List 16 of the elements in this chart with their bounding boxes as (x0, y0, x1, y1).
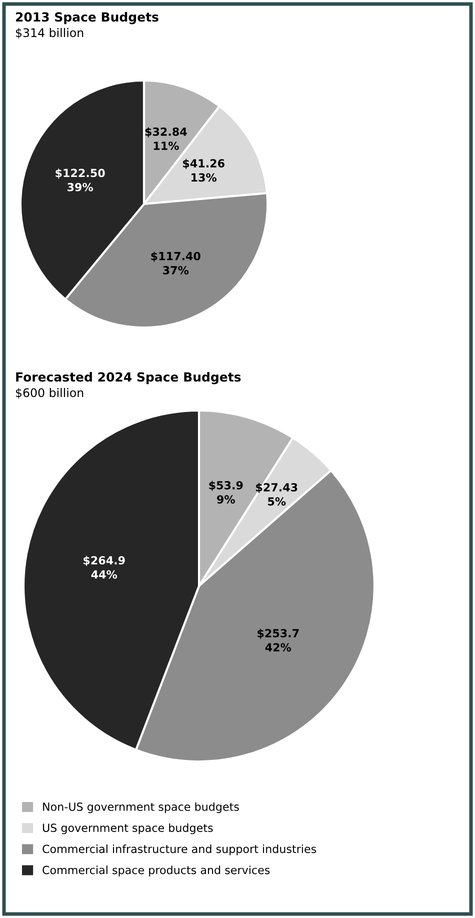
data-label: $117.40 37% (151, 252, 200, 274)
data-label: $253.7 42% (258, 628, 299, 652)
data-label: $32.84 11% (145, 127, 187, 150)
legend-label: Commercial infrastructure and support industries (42, 844, 316, 856)
legend-label: US government space budgets (42, 823, 213, 834)
data-label: $122.50 39% (56, 168, 105, 192)
data-label: $53.9 9% (209, 480, 243, 504)
chart-title: 2013 Space Budgets (16, 12, 158, 24)
data-label: $41.26 13% (183, 158, 224, 182)
chart-subtitle: $600 billion (16, 388, 84, 399)
chart-subtitle: $314 billion (16, 28, 84, 39)
legend-label: Commercial space products and services (42, 866, 270, 876)
legend-label: Non-US government space budgets (43, 802, 239, 814)
data-label: $264.9 44% (84, 556, 125, 579)
chart-title: Forecasted 2024 Space Budgets (16, 372, 241, 384)
data-label: $27.43 5% (256, 482, 298, 506)
